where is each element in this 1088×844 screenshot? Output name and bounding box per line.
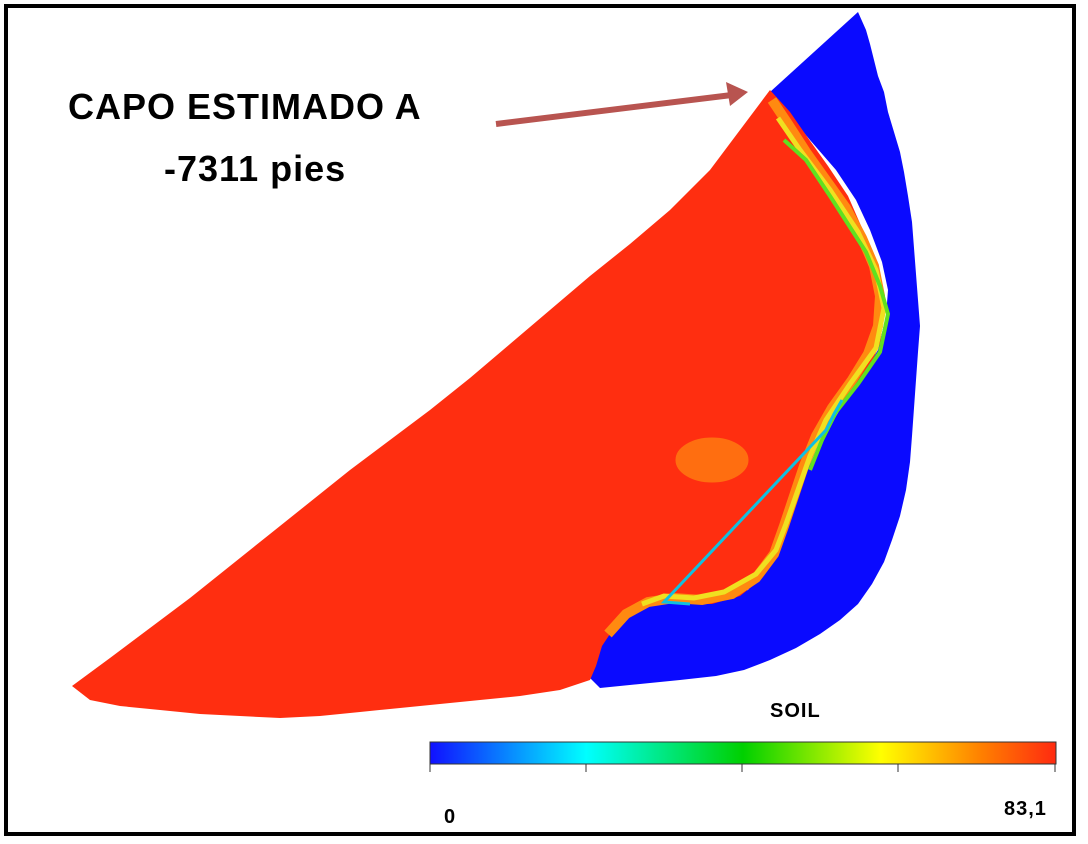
water-zone	[588, 12, 920, 688]
annotation-depth: -7311 pies	[164, 148, 347, 189]
annotation-arrow	[495, 91, 741, 127]
annotation-arrowhead	[726, 82, 748, 106]
legend-min-label: 0	[444, 806, 457, 828]
annotation-title: CAPO ESTIMADO A	[68, 86, 422, 127]
soil-colorbar	[429, 741, 1057, 765]
transition-patch	[675, 437, 749, 483]
legend-title: SOIL	[770, 700, 821, 722]
legend-max-label: 83,1	[1004, 798, 1047, 820]
oil-zone	[72, 90, 884, 718]
transition-band-cyan	[660, 399, 844, 606]
